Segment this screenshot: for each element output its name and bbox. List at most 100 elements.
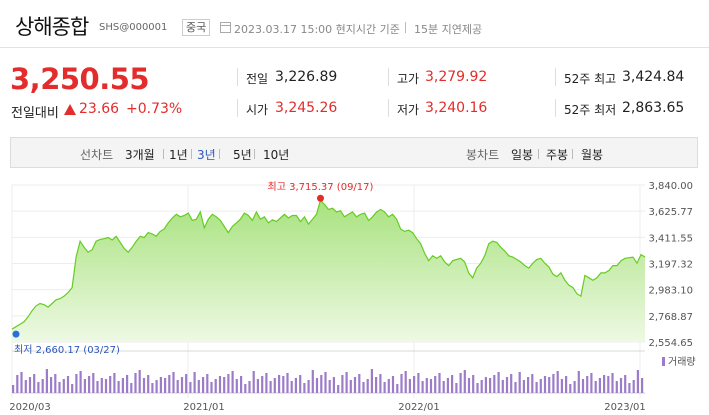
volume-bar <box>358 374 361 393</box>
volume-bar <box>404 371 407 393</box>
volume-bar <box>434 376 437 393</box>
volume-bar <box>273 378 276 393</box>
stat-divider <box>237 68 238 86</box>
volume-bar <box>210 382 213 393</box>
volume-bar <box>223 377 226 393</box>
stat-label-low: 저가 <box>397 103 420 117</box>
volume-bar <box>337 385 340 393</box>
country-badge: 중국 <box>182 19 211 36</box>
volume-bar <box>235 379 238 393</box>
volume-bar <box>142 378 146 393</box>
volume-bar <box>45 369 48 393</box>
volume-bar <box>624 375 627 393</box>
y-tick-label: 3,840.00 <box>648 181 693 192</box>
price-area <box>12 200 645 342</box>
volume-bar <box>641 378 644 393</box>
candle-monthly[interactable]: 월봉 <box>581 148 604 162</box>
delay-notice: 15분 지연제공 <box>414 23 483 36</box>
candle-daily[interactable]: 일봉 <box>511 148 534 162</box>
stat-divider <box>388 68 389 86</box>
volume-bar <box>349 380 352 393</box>
timestamp: 2023.03.17 15:00 현지시간 기준 <box>234 23 400 36</box>
volume-bar <box>446 378 449 393</box>
volume-legend: 거래량 <box>668 356 696 368</box>
change-value: 23.66 <box>79 101 120 117</box>
volume-bar <box>33 374 36 393</box>
stat-value-52w-low: 2,863.65 <box>622 100 685 116</box>
volume-bar <box>240 376 243 393</box>
volume-bar <box>459 373 462 393</box>
volume-bar <box>472 375 475 393</box>
volume-bar <box>463 370 466 393</box>
period-1y[interactable]: 1년 <box>169 148 188 162</box>
volume-bar <box>379 374 382 393</box>
low-annotation: 최저 2,660.17 (03/27) <box>14 344 120 356</box>
volume-bar <box>75 374 78 393</box>
stat-value-open: 3,245.26 <box>275 100 338 116</box>
up-arrow-icon <box>64 104 76 115</box>
period-5y[interactable]: 5년 <box>233 148 252 162</box>
volume-bar <box>387 379 390 393</box>
volume-legend-swatch <box>662 357 665 366</box>
divider <box>538 149 539 159</box>
volume-bar <box>531 374 534 393</box>
price-line <box>11 199 646 330</box>
volume-bar <box>28 377 32 393</box>
volume-bar <box>252 371 255 393</box>
y-tick-label: 3,411.55 <box>648 233 693 244</box>
calendar-icon <box>220 22 231 33</box>
stat-value-prev-close: 3,226.89 <box>275 69 338 85</box>
change-percent: +0.73% <box>126 101 183 117</box>
volume-bar <box>88 376 91 393</box>
index-title: 상해종합 <box>15 15 89 39</box>
divider <box>163 149 164 159</box>
volume-bar <box>193 372 196 393</box>
high-marker <box>316 194 324 202</box>
period-3y[interactable]: 3년 <box>197 148 216 162</box>
volume-bar <box>269 381 272 393</box>
volume-bar <box>117 381 120 393</box>
volume-bar <box>510 374 513 393</box>
period-3m[interactable]: 3개월 <box>125 148 155 162</box>
volume-bar <box>565 376 568 393</box>
volume-bar <box>480 380 483 393</box>
stat-divider <box>555 68 556 86</box>
candle-weekly[interactable]: 주봉 <box>546 148 569 162</box>
volume-bar <box>66 376 70 393</box>
volume-bar <box>598 378 601 393</box>
stat-label-52w-high: 52주 최고 <box>564 72 617 86</box>
stat-divider <box>237 99 238 117</box>
volume-bar <box>100 378 103 393</box>
stat-label-open: 시가 <box>246 103 269 117</box>
volume-bar <box>391 376 395 393</box>
current-price: 3,250.55 <box>10 62 150 96</box>
x-axis: 2020/03 2021/01 2022/01 2023/01 <box>9 402 646 413</box>
volume-bar <box>548 377 551 393</box>
high-annotation: 최고 3,715.37 (09/17) <box>268 181 374 193</box>
period-10y[interactable]: 10년 <box>263 148 290 162</box>
volume-bar <box>83 379 86 393</box>
volume-bar <box>307 380 310 393</box>
volume-bar <box>425 378 428 393</box>
stat-label-52w-low: 52주 최저 <box>564 103 617 117</box>
volume-bar <box>413 376 416 393</box>
volume-bar <box>282 376 285 393</box>
y-tick-label: 3,197.32 <box>648 260 693 271</box>
volume-bar <box>20 372 23 393</box>
volume-bar <box>353 377 357 393</box>
y-tick-label: 2,554.65 <box>648 338 693 349</box>
volume-bar <box>438 373 441 393</box>
volume-bar <box>104 379 108 393</box>
volume-bar <box>303 383 306 393</box>
y-tick-label: 2,768.87 <box>648 312 693 323</box>
volume-bar <box>180 377 184 393</box>
volume-bar <box>134 373 137 393</box>
volume-bar <box>218 376 222 393</box>
volume-bar <box>573 381 576 393</box>
stat-value-high: 3,279.92 <box>425 69 488 85</box>
volume-bar <box>328 380 331 393</box>
volume-bar <box>497 372 500 393</box>
price-chart[interactable]: 3,840.00 3,625.77 3,411.55 3,197.32 2,983.10… <box>0 170 709 415</box>
volume-bar <box>400 374 403 393</box>
volume-bar <box>569 384 572 393</box>
